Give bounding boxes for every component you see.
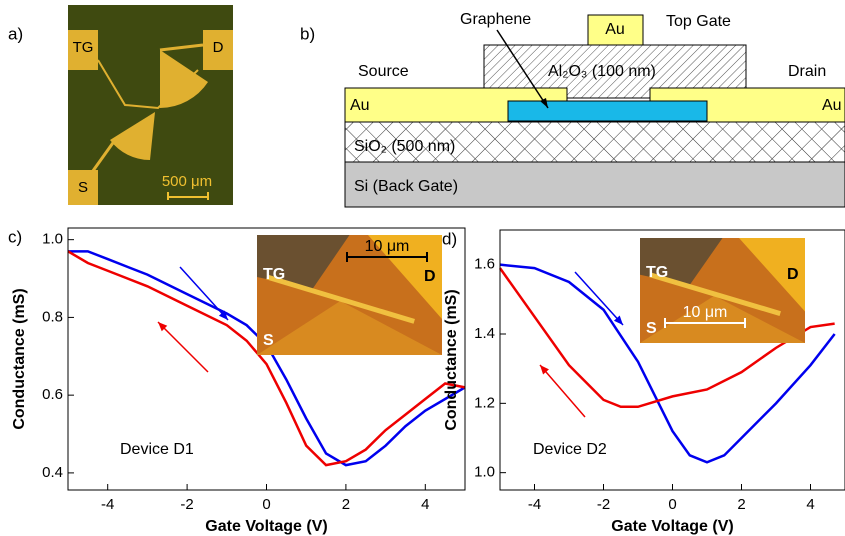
label: Au bbox=[822, 97, 842, 114]
annotation: Device D1 bbox=[120, 441, 194, 458]
panel-label: c) bbox=[8, 227, 22, 246]
panel-label: a) bbox=[8, 24, 23, 43]
pad-label: D bbox=[213, 39, 224, 56]
label: SiO₂ (500 nm) bbox=[354, 138, 455, 155]
inset-scale-label: 10 μm bbox=[683, 304, 728, 321]
x-tick-label: 0 bbox=[668, 496, 676, 513]
inset-scale-label: 10 μm bbox=[365, 238, 410, 255]
inset-label: TG bbox=[263, 266, 285, 283]
y-tick-label: 1.6 bbox=[474, 256, 495, 273]
annotation: Device D2 bbox=[533, 441, 607, 458]
inset-label: D bbox=[787, 266, 799, 283]
label: Al₂O₃ (100 nm) bbox=[548, 63, 656, 80]
panel-label: b) bbox=[300, 24, 315, 43]
x-axis-title: Gate Voltage (V) bbox=[205, 518, 327, 535]
y-tick-label: 0.8 bbox=[42, 308, 63, 325]
label: Au bbox=[605, 21, 625, 38]
panel-label: d) bbox=[442, 229, 457, 248]
inset-label: TG bbox=[646, 264, 668, 281]
x-tick-label: -2 bbox=[180, 496, 193, 513]
y-tick-label: 1.2 bbox=[474, 394, 495, 411]
label: Graphene bbox=[460, 11, 531, 28]
y-tick-label: 1.4 bbox=[474, 325, 495, 342]
pad-label: TG bbox=[73, 39, 94, 56]
sweep-arrow bbox=[158, 322, 208, 372]
y-tick-label: 0.6 bbox=[42, 386, 63, 403]
panel-a: a) TG D S 500 μm bbox=[8, 5, 233, 205]
x-tick-label: 0 bbox=[262, 496, 270, 513]
label: Top Gate bbox=[666, 13, 731, 30]
chart: d) -4 -2 0 2 4 1.0 1.2 1.4 1.6 Gate Voltage (V) Con… bbox=[442, 229, 845, 535]
x-tick-label: -2 bbox=[597, 496, 610, 513]
y-tick-label: 1.0 bbox=[42, 231, 63, 248]
label: Source bbox=[358, 63, 409, 80]
sweep-arrow bbox=[575, 272, 623, 325]
figure: a) TG D S 500 μm b) Graphene Au Top Gate… bbox=[0, 0, 845, 536]
inset-label: D bbox=[424, 268, 436, 285]
y-axis-title: Conductance (mS) bbox=[443, 289, 460, 430]
x-tick-label: 2 bbox=[737, 496, 745, 513]
inset-label: S bbox=[646, 320, 657, 337]
label: Si (Back Gate) bbox=[354, 178, 458, 195]
x-tick-label: -4 bbox=[528, 496, 541, 513]
label: Drain bbox=[788, 63, 826, 80]
label: Au bbox=[350, 97, 370, 114]
graphene bbox=[508, 101, 707, 121]
y-axis-title: Conductance (mS) bbox=[11, 288, 28, 429]
scale-label: 500 μm bbox=[162, 173, 212, 190]
x-tick-label: 4 bbox=[806, 496, 814, 513]
inset-label: S bbox=[263, 332, 274, 349]
panel-b: b) Graphene Au Top Gate Source Al₂O₃ (10… bbox=[300, 11, 845, 207]
x-tick-label: -4 bbox=[101, 496, 114, 513]
charts: c) -4 -2 0 2 4 0.4 0.6 0.8 1.0 Gate Voltage (V) Con… bbox=[8, 227, 845, 535]
pad-label: S bbox=[78, 179, 88, 196]
x-axis-title: Gate Voltage (V) bbox=[611, 518, 733, 535]
y-tick-label: 0.4 bbox=[42, 464, 63, 481]
y-tick-label: 1.0 bbox=[474, 464, 495, 481]
x-tick-label: 4 bbox=[421, 496, 429, 513]
chart: c) -4 -2 0 2 4 0.4 0.6 0.8 1.0 Gate Voltage (V) Con… bbox=[8, 227, 465, 535]
x-tick-label: 2 bbox=[342, 496, 350, 513]
